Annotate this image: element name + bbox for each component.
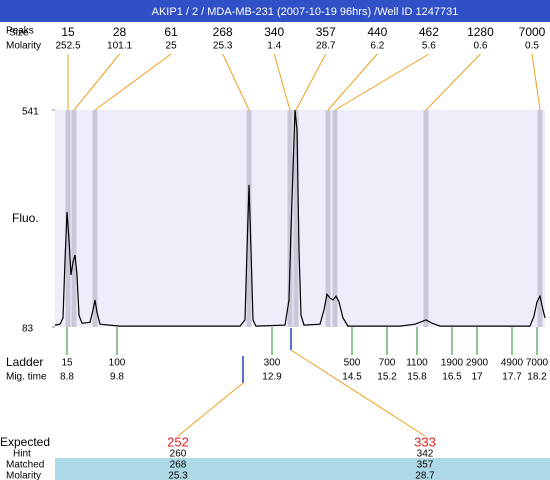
peak-molarity: 28.7 — [316, 41, 336, 52]
peak-size: 15 — [61, 25, 75, 39]
peak-connector — [295, 53, 327, 111]
hint-value: 260 — [170, 449, 187, 460]
peak-molarity: 252.5 — [55, 41, 80, 52]
peak-band — [71, 110, 77, 327]
peak-molarity: 101.1 — [107, 41, 132, 52]
peak-size: 1280 — [467, 25, 494, 39]
matched-band — [55, 458, 550, 480]
title-bar — [0, 0, 550, 22]
chart-title: AKIP1 / 2 / MDA-MB-231 (2007-10-19 96hrs… — [152, 6, 459, 18]
peak-connector — [327, 53, 378, 111]
expected-value: 252 — [167, 434, 189, 449]
peak-band — [246, 110, 252, 327]
peaks-label: Peaks — [6, 26, 34, 37]
ladder-mig-time: 9.8 — [110, 372, 124, 383]
peak-size: 357 — [316, 25, 336, 39]
ladder-size: 15 — [61, 358, 73, 369]
expected-connector — [177, 382, 244, 437]
expected-label: Expected — [0, 435, 50, 449]
peak-band — [332, 110, 338, 327]
y-axis-label: Fluo. — [12, 211, 39, 225]
peak-connector — [222, 53, 250, 111]
ladder-size: 7000 — [526, 358, 549, 369]
y-tick-label: 541 — [22, 107, 39, 118]
peak-connector — [531, 53, 541, 111]
size-label: Size — [9, 28, 29, 39]
matched-value: 357 — [417, 460, 434, 471]
hint-label: Hint — [13, 449, 31, 460]
matched-label: Matched — [6, 460, 44, 471]
mig-time-label: Mig. time — [6, 372, 47, 383]
ladder-mig-time: 18.2 — [527, 372, 547, 383]
ladder-size: 700 — [379, 358, 396, 369]
peak-size: 440 — [367, 25, 387, 39]
ladder-mig-time: 17.7 — [502, 372, 522, 383]
peak-molarity: 0.5 — [525, 41, 539, 52]
peak-band — [293, 110, 299, 327]
ladder-mig-time: 16.5 — [442, 372, 462, 383]
molarity-row-label: Molarity — [6, 471, 41, 480]
peak-molarity: 0.6 — [473, 41, 487, 52]
ladder-mig-time: 14.5 — [342, 372, 362, 383]
ladder-mig-time: 15.2 — [377, 372, 397, 383]
peak-band — [537, 110, 543, 327]
ladder-size: 1100 — [406, 358, 428, 369]
hint-value: 342 — [417, 449, 434, 460]
ladder-size: 1900 — [441, 358, 464, 369]
molarity-value: 28.7 — [415, 471, 435, 480]
peak-molarity: 25 — [166, 41, 178, 52]
peak-connector — [273, 53, 291, 111]
ladder-mig-time: 17 — [471, 372, 483, 383]
peak-band — [325, 110, 331, 327]
ladder-size: 4900 — [501, 358, 524, 369]
ladder-size: 2900 — [466, 358, 489, 369]
peak-molarity: 5.6 — [422, 41, 436, 52]
ladder-mig-time: 8.8 — [60, 372, 74, 383]
ladder-size: 500 — [344, 358, 361, 369]
ladder-mig-time: 12.9 — [262, 372, 282, 383]
peak-size: 340 — [264, 25, 284, 39]
peak-molarity: 6.2 — [370, 41, 384, 52]
peak-band — [423, 110, 429, 327]
peak-molarity: 1.4 — [267, 41, 281, 52]
peak-size: 7000 — [519, 25, 546, 39]
ladder-mig-time: 15.8 — [407, 372, 427, 383]
ladder-size: 300 — [264, 358, 281, 369]
peak-band — [92, 110, 98, 327]
peak-band — [287, 110, 293, 327]
ladder-size: 100 — [109, 358, 126, 369]
peak-connector — [334, 53, 430, 111]
molarity-label: Molarity — [6, 41, 41, 52]
expected-value: 333 — [414, 434, 436, 449]
peak-connector — [94, 53, 172, 111]
matched-value: 268 — [170, 460, 187, 471]
peak-connector — [73, 53, 120, 111]
expected-connector — [290, 349, 426, 437]
peak-size: 61 — [164, 25, 178, 39]
peak-molarity: 25.3 — [213, 41, 233, 52]
y-tick-label: 83 — [22, 324, 34, 335]
trace — [54, 109, 546, 327]
peak-size: 28 — [113, 25, 127, 39]
ladder-label: Ladder — [6, 355, 43, 369]
molarity-value: 25.3 — [168, 471, 188, 480]
peak-connector — [425, 53, 481, 111]
peak-size: 462 — [419, 25, 439, 39]
peak-size: 268 — [213, 25, 233, 39]
